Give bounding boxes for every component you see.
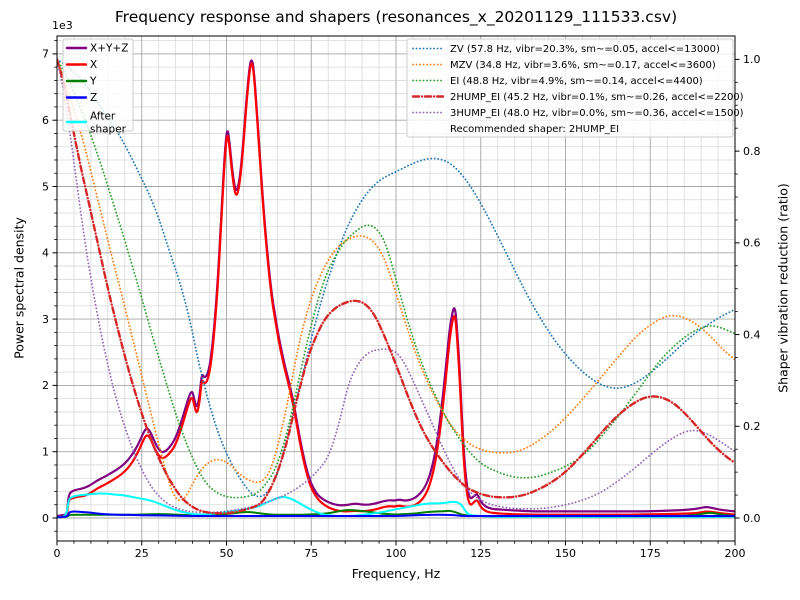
legend-psd-label-x: X [90,59,97,71]
x-tick-label: 0 [54,547,61,560]
series-zv [57,58,735,498]
x-tick-label: 175 [640,547,661,560]
y-right-tick-label: 0.6 [743,237,761,250]
y-left-tick-label: 6 [42,114,49,127]
y-axis-left-ticks: 0 1 2 3 4 5 6 7 [42,40,57,532]
series-mzv [57,58,735,502]
series-after-shaper [57,492,735,519]
y-right-tick-label: 0.4 [743,328,761,341]
y-left-tick-label: 3 [42,313,49,326]
x-tick-label: 100 [386,547,407,560]
y-axis-right-label: Shaper vibration reduction (ratio) [775,183,791,393]
y-left-tick-label: 5 [42,180,49,193]
x-tick-label: 50 [220,547,234,560]
legend-psd-box [62,38,134,132]
y-right-tick-label: 0.2 [743,420,761,433]
y-left-tick-label: 7 [42,48,49,61]
series-3hump-ei [57,58,735,514]
series-z [57,510,735,519]
legend-shaper-label-mzv: MZV (34.8 Hz, vibr=3.6%, sm~=0.17, accel… [450,60,716,71]
series-ei [57,58,735,499]
x-tick-label: 150 [555,547,576,560]
y-left-tick-label: 1 [42,446,49,459]
x-tick-label: 125 [470,547,491,560]
y-left-tick-label: 0 [42,512,49,525]
legend-shaper-label-ei: EI (48.8 Hz, vibr=4.9%, sm~=0.14, accel<… [450,76,703,87]
y-axis-offset-label: 1e3 [52,19,73,32]
x-tick-label: 75 [304,547,318,560]
x-axis-ticks: 0 25 50 75 100 125 150 175 200 [54,541,746,560]
series-group [57,58,735,519]
y-axis-left-label: Power spectral density [11,217,27,359]
legend-psd-label-y: Y [89,76,97,88]
legend-recommended-shaper-note: Recommended shaper: 2HUMP_EI [450,124,619,135]
x-tick-label: 25 [135,547,149,560]
y-axis-right-ticks: 0.0 0.2 0.4 0.6 0.8 1.0 [735,53,761,525]
series-2hump-ei [57,58,735,515]
chart-title: Frequency response and shapers (resonanc… [114,8,678,26]
y-left-tick-label: 2 [42,379,49,392]
series-x [57,62,735,519]
x-tick-label: 200 [725,547,746,560]
y-right-tick-label: 0.0 [743,512,761,525]
y-right-tick-label: 0.8 [743,145,761,158]
legend-psd-label-x-y-z: X+Y+Z [90,43,128,55]
legend-shapers: ZV (57.8 Hz, vibr=20.3%, sm~=0.05, accel… [406,38,744,138]
legend-shaper-label-zv: ZV (57.8 Hz, vibr=20.3%, sm~=0.05, accel… [450,44,720,55]
legend-psd-label-after-shaper-1: After [90,111,116,123]
y-right-tick-label: 1.0 [743,53,761,66]
x-axis-label: Frequency, Hz [351,566,441,581]
legend-shapers-box [406,38,734,138]
legend-psd-label-after-shaper-2: shaper [90,124,127,136]
legend-shaper-label-3hump-ei: 3HUMP_EI (48.0 Hz, vibr=0.0%, sm~=0.36, … [450,108,744,119]
legend-shaper-label-2hump-ei: 2HUMP_EI (45.2 Hz, vibr=0.1%, sm~=0.26, … [450,92,744,103]
y-left-tick-label: 4 [42,247,49,260]
legend-psd-label-z: Z [90,92,97,104]
